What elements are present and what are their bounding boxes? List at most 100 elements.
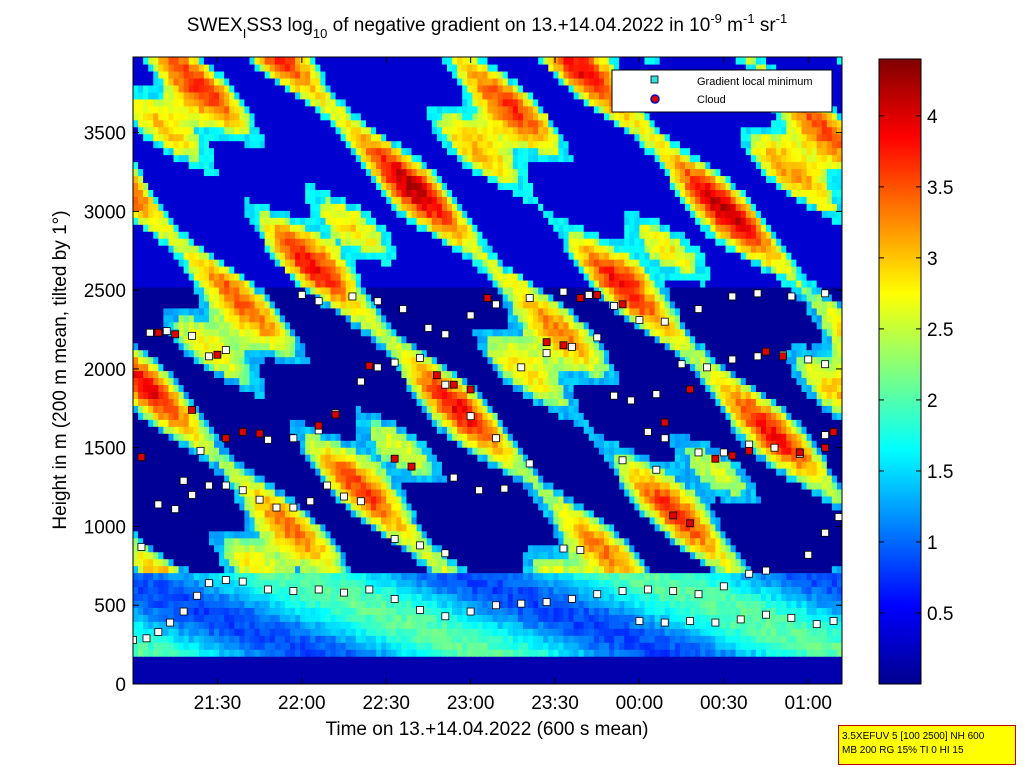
heatmap-cell [178, 433, 185, 441]
heatmap-cell [203, 635, 210, 643]
heatmap-cell [669, 649, 676, 657]
heatmap-cell [441, 607, 448, 615]
heatmap-cell [203, 593, 210, 601]
heatmap-cell [740, 502, 747, 511]
heatmap-cell [806, 628, 813, 636]
heatmap-cell [836, 663, 842, 671]
heatmap-cell [502, 433, 509, 441]
heatmap-cell [229, 579, 235, 588]
heatmap-cell [522, 628, 529, 636]
heatmap-cell [664, 642, 671, 650]
heatmap-cell [153, 481, 159, 490]
heatmap-cell [188, 628, 195, 636]
heatmap-cell [512, 607, 519, 615]
heatmap-cell [163, 475, 170, 483]
heatmap-cell [497, 649, 504, 657]
heatmap-cell [836, 670, 842, 678]
heatmap-cell [330, 642, 337, 650]
heatmap-cell [710, 649, 716, 657]
heatmap-cell [538, 447, 544, 455]
heatmap-cell [249, 481, 256, 490]
heatmap-cell [644, 600, 651, 608]
heatmap-cell [355, 677, 362, 684]
heatmap-cell [376, 468, 382, 476]
heatmap-cell [507, 468, 514, 476]
heatmap-cell [178, 586, 185, 595]
heatmap-cell [355, 544, 362, 553]
heatmap-cell [158, 565, 164, 574]
heatmap-cell [335, 447, 342, 455]
heatmap-cell [219, 433, 225, 441]
heatmap-cell [776, 586, 782, 595]
heatmap-cell [244, 600, 251, 608]
heatmap-cell [674, 537, 681, 546]
heatmap-cell [766, 537, 772, 546]
heatmap-cell [234, 523, 240, 532]
heatmap-cell [381, 516, 387, 525]
heatmap-cell [416, 565, 423, 574]
heatmap-cell [806, 530, 813, 539]
heatmap-cell [371, 488, 377, 497]
heatmap-cell [355, 516, 362, 525]
heatmap-cell [826, 516, 833, 525]
heatmap-cell [401, 635, 408, 643]
heatmap-cell [619, 447, 625, 455]
heatmap-cell [482, 537, 489, 546]
heatmap-cell [436, 628, 443, 636]
heatmap-cell [350, 523, 357, 532]
heatmap-cell [224, 440, 230, 448]
heatmap-cell [411, 677, 418, 684]
heatmap-cell [365, 433, 372, 441]
heatmap-cell [573, 481, 580, 490]
heatmap-cell [649, 670, 656, 678]
heatmap-cell [624, 565, 630, 574]
heatmap-cell [168, 509, 175, 518]
heatmap-cell [416, 621, 423, 629]
heatmap-cell [416, 614, 423, 622]
heatmap-cell [360, 468, 367, 476]
heatmap-cell [183, 614, 190, 622]
heatmap-cell [796, 495, 803, 504]
heatmap-cell [198, 607, 205, 615]
heatmap-cell [148, 670, 154, 678]
heatmap-cell [482, 607, 489, 615]
heatmap-cell [796, 516, 803, 525]
heatmap-cell [507, 670, 514, 678]
heatmap-cell [634, 579, 641, 588]
heatmap-cell [345, 502, 352, 511]
heatmap-cell [340, 544, 347, 553]
heatmap-cell [766, 544, 772, 553]
heatmap-cell [720, 635, 727, 643]
heatmap-cell [654, 488, 661, 497]
heatmap-cell [624, 495, 630, 504]
heatmap-cell [143, 614, 149, 622]
heatmap-cell [593, 433, 600, 441]
heatmap-cell [234, 607, 240, 615]
heatmap-cell [806, 558, 813, 567]
heatmap-cell [305, 454, 311, 462]
heatmap-cell [421, 663, 428, 671]
heatmap-cell [548, 670, 554, 678]
heatmap-cell [497, 468, 504, 476]
heatmap-cell [289, 593, 296, 601]
heatmap-cell [355, 551, 362, 560]
heatmap-cell [695, 614, 701, 622]
heatmap-cell [188, 537, 195, 546]
heatmap-cell [649, 544, 656, 553]
heatmap-cell [300, 537, 306, 546]
heatmap-cell [259, 614, 266, 622]
heatmap-cell [264, 488, 271, 497]
heatmap-cell [492, 502, 499, 511]
heatmap-cell [629, 621, 635, 629]
heatmap-cell [426, 509, 433, 518]
heatmap-cell [502, 551, 509, 560]
heatmap-cell [482, 454, 489, 462]
heatmap-cell [452, 551, 458, 560]
heatmap-cell [396, 621, 403, 629]
heatmap-cell [214, 656, 220, 664]
heatmap-cell [163, 468, 170, 476]
heatmap-cell [340, 551, 347, 560]
heatmap-cell [219, 572, 225, 581]
heatmap-cell [573, 558, 580, 567]
heatmap-cell [315, 607, 321, 615]
